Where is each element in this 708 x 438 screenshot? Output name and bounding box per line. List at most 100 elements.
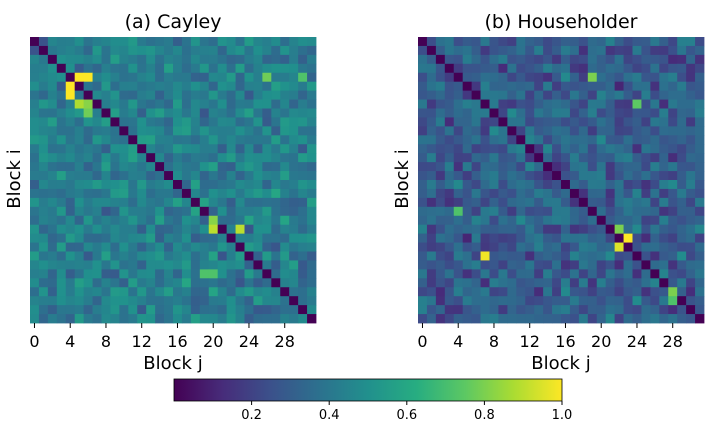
heatmap-cell [262,144,272,154]
heatmap-cell [426,108,437,118]
heatmap-cell [65,90,76,100]
heatmap-cell [137,162,147,172]
heatmap-cell [686,180,696,190]
heatmap-cell [462,269,473,279]
heatmap-cell [146,99,156,109]
heatmap-cell [47,278,58,288]
heatmap-cell [453,135,464,145]
heatmap-cell [659,260,669,270]
heatmap-cell [435,180,446,190]
heatmap-cell [253,63,263,74]
heatmap-cell [280,135,290,145]
heatmap-cell [525,153,535,163]
heatmap-cell [244,153,254,163]
heatmap-cell [418,90,428,100]
heatmap-cell [561,296,571,306]
y-axis-label-householder: Block i [392,149,413,208]
heatmap-cell [92,305,102,315]
heatmap-cell [74,117,85,127]
heatmap-cell [226,305,236,315]
heatmap-cell [101,171,111,181]
heatmap-cell [128,197,138,208]
heatmap-cell [289,90,299,100]
heatmap-cell [569,108,580,118]
heatmap-cell [226,45,236,56]
heatmap-cell [217,37,228,47]
heatmap-cell [119,305,129,315]
heatmap-cell [262,81,272,92]
heatmap-cell [632,215,642,226]
heatmap-cell [686,45,696,56]
heatmap-cell [235,54,245,65]
heatmap-cell [668,206,678,217]
heatmap-cell [30,215,40,226]
chart-title-cayley: (a) Cayley [125,11,222,33]
heatmap-cell [632,45,642,56]
heatmap-cell [623,153,633,163]
heatmap-cell [119,224,129,235]
heatmap-cell [262,287,272,297]
heatmap-cell [173,242,183,252]
heatmap-cell [92,108,102,118]
heatmap-cell [614,287,624,297]
heatmap-cell [217,45,228,56]
heatmap-cell [155,99,165,109]
heatmap-cell [426,296,437,306]
heatmap-cell [605,287,616,297]
heatmap-cell [146,90,156,100]
heatmap-cell [561,287,571,297]
heatmap-cell [596,63,607,74]
heatmap-cell [173,224,183,235]
heatmap-cell [110,99,120,109]
heatmap-cell [47,162,58,172]
heatmap-cell [641,81,651,92]
heatmap-cell [235,37,245,47]
heatmap-cell [137,153,147,163]
heatmap-cell [56,135,67,145]
heatmap-cell [271,180,281,190]
heatmap-cell [668,153,678,163]
heatmap-cell [83,206,93,217]
heatmap-cell [525,108,535,118]
heatmap-cell [516,90,526,100]
heatmap-cell [271,153,281,163]
heatmap-cell [489,144,499,154]
heatmap-cell [137,278,147,288]
heatmap-cell [462,224,473,235]
heatmap-cell [38,260,49,270]
heatmap-cell [569,278,580,288]
heatmap-cell [668,63,678,74]
heatmap-cell [173,108,183,118]
heatmap-cell [444,260,455,270]
heatmap-cell [605,144,616,154]
heatmap-cell [217,314,228,324]
heatmap-cell [164,37,174,47]
heatmap-cell [119,45,129,56]
heatmap-cell [83,37,93,47]
heatmap-cell [307,197,317,208]
heatmap-cell [578,99,589,109]
heatmap-cell [659,188,669,199]
heatmap-cell [614,171,624,181]
heatmap-cell [119,72,129,83]
heatmap-cell [686,126,696,136]
heatmap-cell [47,233,58,243]
heatmap-cell [605,108,616,118]
heatmap-cell [659,287,669,297]
heatmap-cell [418,37,428,47]
heatmap-cell [587,233,598,243]
heatmap-cell [569,242,580,252]
heatmap-cell [244,144,254,154]
heatmap-cell [190,144,201,154]
heatmap-cell [173,251,183,261]
heatmap-cell [543,197,553,208]
heatmap-cell [552,197,562,208]
heatmap-cell [30,278,40,288]
heatmap-cell [605,126,616,136]
heatmap-cell [489,37,499,47]
heatmap-cell [164,260,174,270]
heatmap-cell [668,108,678,118]
x-tick-label: 20 [203,332,223,351]
heatmap-cell [435,117,446,127]
heatmap-cell [47,215,58,226]
